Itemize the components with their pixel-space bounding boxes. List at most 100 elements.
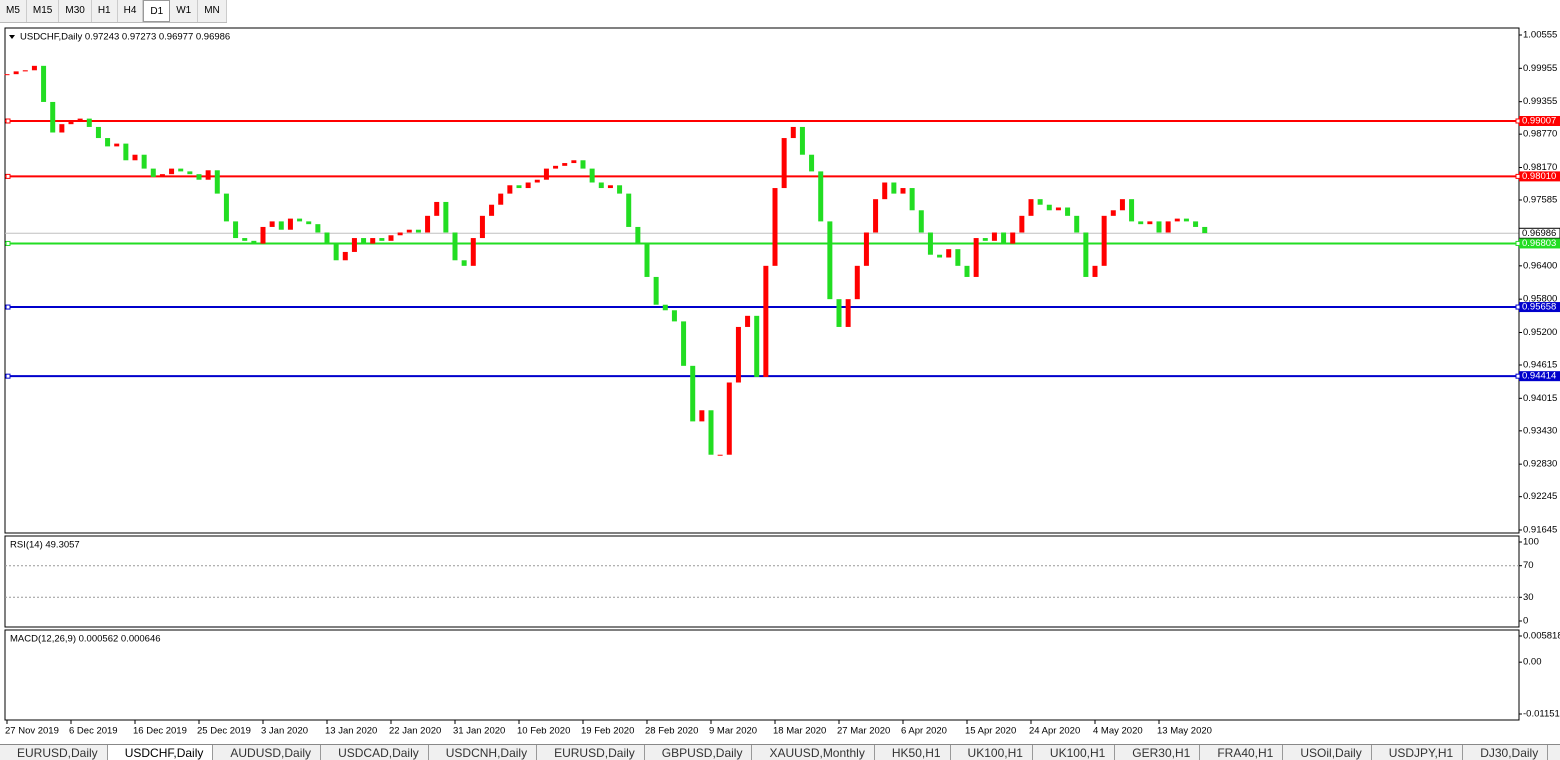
candle [1046, 204, 1052, 211]
candle [1110, 210, 1116, 216]
level-anchor [1515, 373, 1521, 379]
candle [1019, 215, 1025, 233]
y-tick-label: 0.99955 [1523, 63, 1557, 74]
timeframe-button[interactable]: MN [198, 0, 227, 22]
candle [543, 168, 549, 180]
candle [223, 193, 229, 222]
candle [269, 221, 275, 227]
y-tick-label: 0.95800 [1523, 294, 1557, 305]
chart-tab[interactable]: EURUSD,Daily [0, 745, 108, 760]
chart-tab[interactable]: USOil,Daily [1283, 745, 1372, 760]
timeframe-button[interactable]: H4 [118, 0, 144, 22]
x-tick-label: 28 Feb 2020 [645, 726, 698, 737]
candle [233, 221, 239, 239]
candle [754, 315, 760, 377]
candle [13, 71, 19, 75]
level-anchor [5, 118, 11, 124]
candle [1129, 199, 1135, 222]
x-tick-label: 9 Mar 2020 [709, 726, 757, 737]
chart-tab[interactable]: UK100,H1 [1033, 745, 1116, 760]
x-tick-label: 25 Dec 2019 [197, 726, 251, 737]
x-tick-label: 15 Apr 2020 [965, 726, 1016, 737]
timeframe-button[interactable]: W1 [170, 0, 199, 22]
level-label: 0.96803 [1522, 238, 1556, 249]
chart-tab[interactable]: UK100,H1 [951, 745, 1033, 760]
chart-tab[interactable]: GER30,H1 [1115, 745, 1201, 760]
candle [964, 265, 970, 277]
chart-tab[interactable]: USDJPY,H1 [1372, 745, 1464, 760]
candle [735, 326, 741, 383]
chart-tab[interactable]: XAUUSD,Monthly [752, 745, 875, 760]
candle [708, 410, 714, 455]
candle [918, 210, 924, 233]
x-tick-label: 13 Jan 2020 [325, 726, 377, 737]
candle [306, 221, 312, 225]
level-label: 0.95658 [1522, 302, 1556, 313]
candle [1092, 265, 1098, 277]
timeframe-button[interactable]: M15 [27, 0, 60, 22]
candle [891, 182, 897, 194]
candle [361, 238, 367, 244]
y-tick-label: 0.97585 [1523, 195, 1557, 206]
candle [324, 232, 330, 244]
candle [434, 201, 440, 216]
panel-title: RSI(14) 49.3057 [10, 540, 80, 551]
chart-tab[interactable]: DJ30,Daily [1463, 745, 1549, 760]
chart-tab[interactable]: AUDUSD,Daily [213, 745, 322, 760]
candle [105, 138, 111, 147]
chart-tab[interactable]: GBPUSD,Daily [645, 745, 753, 760]
candle [22, 70, 28, 72]
candle [379, 238, 385, 241]
candle [452, 232, 458, 261]
candle [251, 240, 257, 244]
chart-tab[interactable]: HK50,H1 [875, 745, 951, 760]
level-label: 0.98010 [1522, 171, 1556, 182]
x-tick-label: 24 Apr 2020 [1029, 726, 1080, 737]
chart-tab[interactable]: FRA40,H1 [1200, 745, 1284, 760]
panel-frame [4, 629, 1520, 721]
candle [809, 154, 815, 172]
candle [41, 65, 47, 102]
candle [114, 143, 120, 147]
candle [415, 229, 421, 233]
level-anchor [5, 240, 11, 246]
candle [873, 199, 879, 233]
timeframe-button[interactable]: M5 [0, 0, 27, 22]
candle [1174, 218, 1180, 222]
candle [937, 254, 943, 258]
chart-tab[interactable]: EURUSD,Daily [537, 745, 645, 760]
candle [178, 168, 184, 172]
timeframe-button[interactable]: D1 [143, 0, 171, 22]
candle [553, 165, 559, 169]
candle [443, 201, 449, 233]
candle [205, 170, 211, 180]
level-tag [1519, 302, 1560, 313]
panel-frame [4, 535, 1520, 628]
chart-tab[interactable]: USDCNH,Daily [429, 745, 538, 760]
timeframe-button[interactable]: H1 [92, 0, 118, 22]
candle [159, 174, 165, 177]
candle [425, 215, 431, 233]
y-tick-label: 0.92245 [1523, 491, 1557, 502]
level-tag [1519, 116, 1560, 126]
candle [991, 232, 997, 241]
candle [123, 143, 129, 161]
y-tick-label: 1.00555 [1523, 30, 1557, 41]
candle [1138, 221, 1144, 225]
candle [644, 243, 650, 277]
y-tick-label: 70 [1523, 560, 1534, 571]
candle [1074, 215, 1080, 233]
x-tick-label: 19 Feb 2020 [581, 726, 634, 737]
chart-tab[interactable]: USDCAD,Daily [321, 745, 429, 760]
chart-tab[interactable]: USDCHF,Daily [107, 745, 214, 760]
candle [1147, 221, 1153, 225]
candle [516, 185, 522, 189]
candle [726, 382, 732, 455]
candle [461, 260, 467, 266]
timeframe-button[interactable]: M30 [59, 0, 92, 22]
candle [141, 154, 147, 169]
candle [927, 232, 933, 255]
candle [662, 304, 668, 311]
candle [1202, 226, 1208, 234]
candle [1193, 221, 1199, 227]
